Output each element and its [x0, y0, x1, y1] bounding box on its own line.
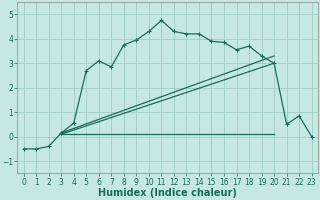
X-axis label: Humidex (Indice chaleur): Humidex (Indice chaleur) [98, 188, 237, 198]
